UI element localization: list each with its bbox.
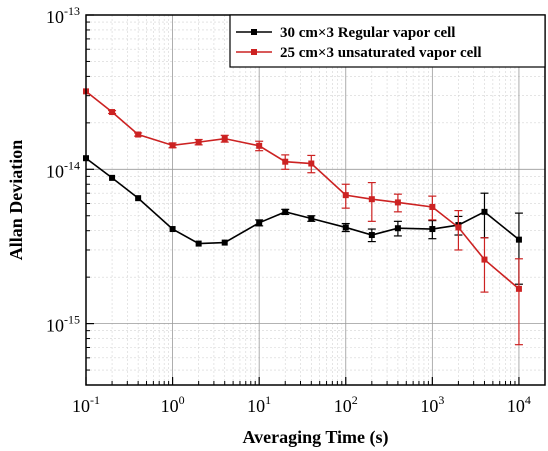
y-tick-label: 10-13 [46, 4, 80, 27]
data-point [455, 224, 462, 231]
series-line [85, 90, 520, 290]
axis-ticks [85, 14, 546, 386]
data-point [195, 139, 202, 146]
data-point [481, 208, 488, 215]
legend-box [229, 14, 546, 68]
data-point [282, 158, 289, 165]
data-point [282, 208, 289, 215]
data-point [429, 203, 436, 210]
legend-label: 30 cm×3 Regular vapor cell [280, 25, 455, 41]
x-axis-title: Averaging Time (s) [243, 427, 389, 448]
y-tick-label: 10-14 [46, 158, 80, 181]
data-point [169, 226, 176, 233]
x-tick-label: 104 [507, 393, 531, 416]
x-tick-label: 10-1 [72, 393, 100, 416]
data-point [109, 109, 116, 116]
data-point [515, 236, 522, 243]
legend-swatch-marker [251, 49, 257, 55]
legend-item-1: 30 cm×3 Regular vapor cell [236, 25, 455, 41]
data-point [195, 240, 202, 247]
legend-swatch-marker [251, 29, 257, 35]
series-layer [83, 88, 523, 346]
data-point [169, 142, 176, 149]
data-point [308, 215, 315, 222]
data-point [394, 199, 401, 206]
data-point [221, 135, 228, 142]
data-point [135, 195, 142, 202]
data-point [342, 192, 349, 199]
major-grid [85, 14, 545, 385]
data-point [368, 196, 375, 203]
data-point [368, 232, 375, 239]
y-tick-label: 10-15 [46, 313, 80, 336]
data-point [308, 160, 315, 167]
data-point [394, 225, 401, 232]
x-tick-label: 103 [420, 393, 444, 416]
data-point [109, 174, 116, 181]
data-point [481, 256, 488, 263]
series-1 [83, 155, 523, 285]
data-point [135, 131, 142, 138]
data-point [221, 239, 228, 246]
minor-grid [86, 15, 546, 386]
data-point [256, 142, 263, 149]
x-tick-labels: 10-1 100 101 102 103 104 [72, 393, 531, 416]
data-point [515, 285, 522, 292]
y-axis-title: Allan Deviation [6, 140, 26, 261]
data-point [429, 226, 436, 233]
legend-label: 25 cm×3 unsaturated vapor cell [280, 45, 482, 61]
legend-item-2: 25 cm×3 unsaturated vapor cell [236, 45, 482, 61]
series-2 [83, 88, 523, 346]
y-tick-labels: 10-13 10-14 10-15 [46, 4, 80, 336]
series-line [85, 157, 520, 245]
x-tick-label: 102 [334, 393, 358, 416]
data-point [342, 224, 349, 231]
x-tick-label: 100 [161, 393, 185, 416]
plot-frame [85, 14, 546, 386]
x-tick-label: 101 [247, 393, 271, 416]
legend: 30 cm×3 Regular vapor cell 25 cm×3 unsatu… [229, 14, 546, 68]
data-point [256, 219, 263, 226]
